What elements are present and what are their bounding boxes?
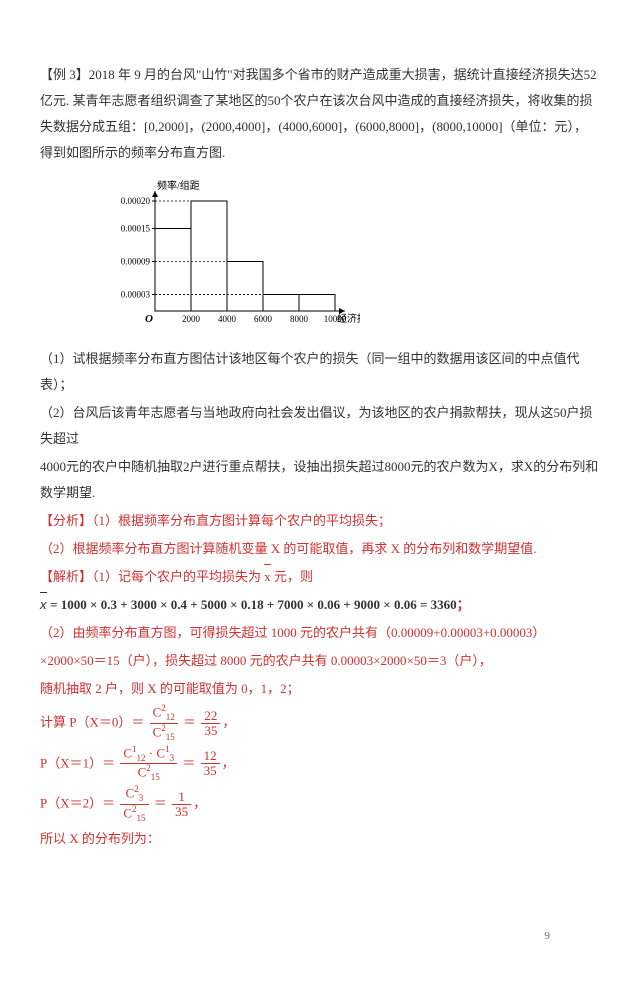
p1-frac2: 12 35 <box>201 749 220 779</box>
distribution-label: 所以 X 的分布列为： <box>40 826 600 852</box>
p1-label: P（X＝1）＝ <box>40 755 115 770</box>
problem-title: 【例 3】2018 年 9 月的台风"山竹"对我国多个省市的财产造成重大损害，据… <box>40 62 600 166</box>
question-1: （1）试根据频率分布直方图估计该地区每个农户的损失（同一组中的数据用该区间的中点… <box>40 346 600 398</box>
den: 35 <box>201 724 220 738</box>
svg-text:0.00009: 0.00009 <box>121 257 151 267</box>
sub: 3 <box>139 793 144 803</box>
analysis-head: 【分析】 <box>40 513 92 528</box>
c: C <box>123 805 132 820</box>
comma: ， <box>193 796 206 811</box>
sub: 15 <box>151 772 160 782</box>
svg-text:8000: 8000 <box>290 314 309 324</box>
svg-text:0.00020: 0.00020 <box>121 196 151 206</box>
sub: 3 <box>170 753 175 763</box>
eq-semicolon: ； <box>457 597 470 612</box>
svg-text:4000: 4000 <box>218 314 237 324</box>
solution-s1b: 元，则 <box>271 569 313 584</box>
question-2a: （2）台风后该青年志愿者与当地政府向社会发出倡议，为该地区的农户捐款帮扶，现从这… <box>40 400 600 452</box>
xbar-icon: x <box>264 564 271 590</box>
p0-label: 计算 P（X＝0）＝ <box>40 714 144 729</box>
num: 22 <box>201 709 220 724</box>
solution-2a: （2）由频率分布直方图，可得损失超过 1000 元的农户共有（0.00009+0… <box>40 620 600 646</box>
analysis-1: （1）根据频率分布直方图计算每个农户的平均损失； <box>92 513 391 528</box>
sub: 15 <box>166 732 175 742</box>
p2-frac1: C23 C215 <box>120 785 148 824</box>
svg-text:2000: 2000 <box>182 314 201 324</box>
c: C <box>156 745 165 760</box>
p2-label: P（X＝2）＝ <box>40 796 115 811</box>
sub: 12 <box>166 712 175 722</box>
analysis-line1: 【分析】（1）根据频率分布直方图计算每个农户的平均损失； <box>40 508 600 534</box>
solution-head: 【解析】 <box>40 569 92 584</box>
p0-line: 计算 P（X＝0）＝ C212 C215 ＝ 22 35 ， <box>40 704 600 743</box>
page-number: 9 <box>545 925 551 947</box>
num: 1 <box>172 790 191 805</box>
p1-line: P（X＝1）＝ C112 · C13 C215 ＝ 12 35 ， <box>40 745 600 784</box>
xbar2-icon: x <box>40 592 47 618</box>
c: C <box>126 786 135 801</box>
c: C <box>138 765 147 780</box>
p0-frac2: 22 35 <box>201 709 220 739</box>
svg-text:0.00015: 0.00015 <box>121 224 151 234</box>
svg-text:经济损失/元: 经济损失/元 <box>337 312 360 325</box>
p0-frac1: C212 C215 <box>150 704 178 743</box>
svg-text:6000: 6000 <box>254 314 273 324</box>
comma: ， <box>222 714 235 729</box>
comma: ， <box>222 755 235 770</box>
den: 35 <box>172 805 191 819</box>
solution-1: 【解析】（1）记每个农户的平均损失为 x 元，则 <box>40 564 600 590</box>
p2-line: P（X＝2）＝ C23 C215 ＝ 1 35 ， <box>40 785 600 824</box>
svg-text:频率/组距: 频率/组距 <box>157 179 200 192</box>
p2-frac2: 1 35 <box>172 790 191 820</box>
sub: 12 <box>137 753 146 763</box>
num: 12 <box>201 749 220 764</box>
den: 35 <box>201 764 220 778</box>
histogram-chart: 0.00003 0.00009 0.00015 0.00020 2000 4000 6000… <box>100 176 600 336</box>
c: C <box>123 745 132 760</box>
mean-equation: = 1000 × 0.3 + 3000 × 0.4 + 5000 × 0.18 … <box>50 597 457 612</box>
svg-text:O: O <box>145 313 153 325</box>
c: C <box>153 724 162 739</box>
equation-line: x = 1000 × 0.3 + 3000 × 0.4 + 5000 × 0.1… <box>40 592 600 618</box>
solution-3: 随机抽取 2 户，则 X 的可能取值为 0，1，2； <box>40 676 600 702</box>
c: C <box>153 704 162 719</box>
solution-2b: ×2000×50＝15（户），损失超过 8000 元的农户共有 0.00003×… <box>40 648 600 674</box>
analysis-2: （2）根据频率分布直方图计算随机变量 X 的可能取值，再求 X 的分布列和数学期… <box>40 536 600 562</box>
solution-s1a: （1）记每个农户的平均损失为 <box>92 569 264 584</box>
question-2b: 4000元的农户中随机抽取2户进行重点帮扶，设抽出损失超过8000元的农户数为X… <box>40 454 600 506</box>
p1-frac1: C112 · C13 C215 <box>120 745 177 784</box>
sub: 15 <box>137 813 146 823</box>
svg-text:0.00003: 0.00003 <box>121 290 151 300</box>
